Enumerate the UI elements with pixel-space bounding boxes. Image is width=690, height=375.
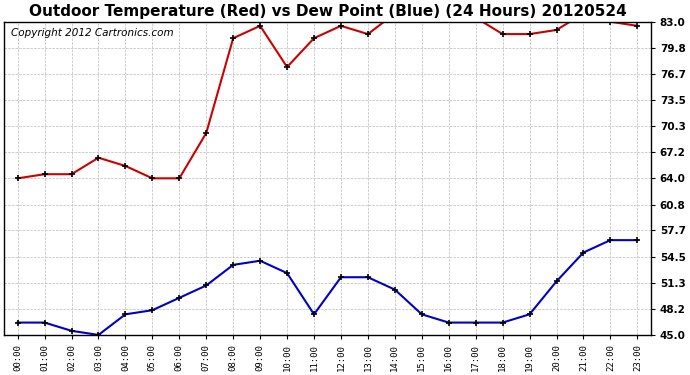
Text: Copyright 2012 Cartronics.com: Copyright 2012 Cartronics.com	[10, 28, 173, 38]
Title: Outdoor Temperature (Red) vs Dew Point (Blue) (24 Hours) 20120524: Outdoor Temperature (Red) vs Dew Point (…	[28, 4, 627, 19]
